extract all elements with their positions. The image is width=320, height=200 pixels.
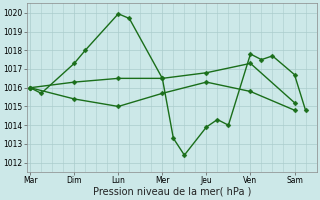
X-axis label: Pression niveau de la mer( hPa ): Pression niveau de la mer( hPa ) — [92, 187, 251, 197]
